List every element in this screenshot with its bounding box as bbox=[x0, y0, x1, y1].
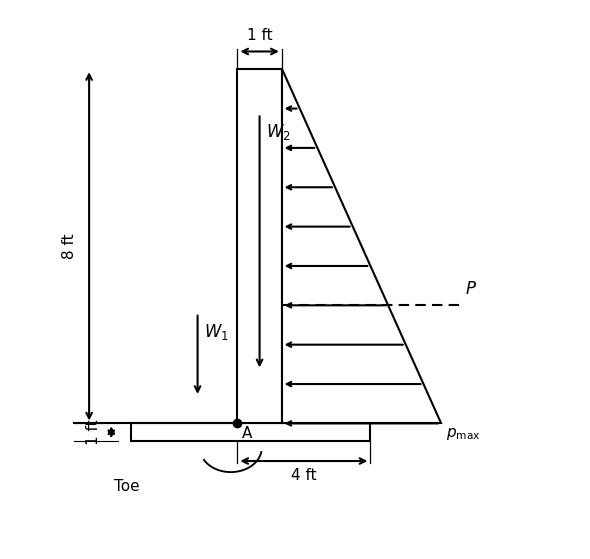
Polygon shape bbox=[131, 423, 371, 441]
Text: $p_{\mathrm{max}}$: $p_{\mathrm{max}}$ bbox=[445, 425, 480, 442]
Text: 1 ft: 1 ft bbox=[86, 419, 101, 445]
Text: $W_2$: $W_2$ bbox=[266, 122, 291, 143]
Text: 1 ft: 1 ft bbox=[247, 27, 273, 42]
Text: Toe: Toe bbox=[114, 479, 140, 494]
Text: $W_1$: $W_1$ bbox=[204, 321, 229, 342]
Polygon shape bbox=[237, 69, 281, 423]
Text: $P$: $P$ bbox=[466, 281, 477, 299]
Text: 4 ft: 4 ft bbox=[291, 468, 317, 482]
Text: 8 ft: 8 ft bbox=[62, 234, 77, 259]
Text: A: A bbox=[242, 425, 253, 440]
Polygon shape bbox=[281, 69, 441, 423]
